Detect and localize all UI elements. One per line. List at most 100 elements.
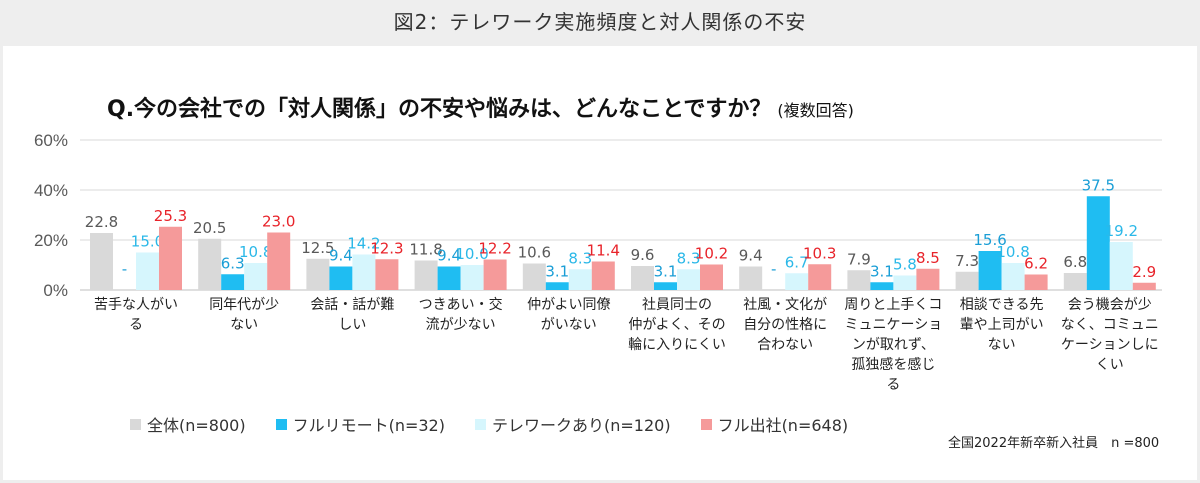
y-tick-label: 20% <box>34 231 68 250</box>
bar <box>1024 274 1048 290</box>
category-label: ミュニケーショ <box>845 317 943 333</box>
footnote: 全国2022年新卒新入社員 n =800 <box>948 436 1160 451</box>
legend-label: 全体(n=800) <box>147 416 246 435</box>
legend-item: テレワークあり(n=120) <box>474 412 671 436</box>
bar <box>545 282 569 290</box>
bar <box>522 263 546 290</box>
category-label: る <box>886 377 900 393</box>
data-label: - <box>122 260 127 278</box>
legend-item: 全体(n=800) <box>130 412 246 436</box>
bar <box>1086 196 1110 290</box>
data-label: 11.4 <box>587 242 620 260</box>
bar <box>739 266 763 290</box>
category-label: しい <box>338 317 366 333</box>
data-label: 19.2 <box>1105 222 1138 240</box>
legend: 全体(n=800) フルリモート(n=32) テレワークあり(n=120) フル出社(… <box>130 412 878 436</box>
bar <box>306 258 330 290</box>
bar <box>978 251 1002 290</box>
data-label: 15.6 <box>973 231 1006 249</box>
question-note: (複数回答) <box>777 101 854 120</box>
bar <box>352 254 376 290</box>
y-tick-label: 0% <box>43 281 68 300</box>
y-tick-label: 60% <box>34 131 68 150</box>
bar <box>267 232 291 290</box>
category-label: 輩や上司がい <box>960 317 1044 333</box>
category-label: 仲がよい同僚 <box>527 297 610 313</box>
bar <box>955 271 979 290</box>
data-label: 11.8 <box>409 241 442 259</box>
data-label: 5.8 <box>893 256 917 274</box>
legend-item: フルリモート(n=32) <box>275 412 445 436</box>
legend-swatch <box>474 418 486 430</box>
data-label: 3.1 <box>654 262 678 280</box>
category-label: 合わない <box>757 337 813 353</box>
data-label: 14.2 <box>347 235 380 253</box>
data-label: 8.3 <box>568 249 592 267</box>
category-label: ない <box>988 337 1016 353</box>
bar <box>568 269 592 290</box>
data-label: 6.8 <box>1063 253 1087 271</box>
bar <box>414 260 438 290</box>
legend-item: フル出社(n=648) <box>700 412 848 436</box>
data-label: 25.3 <box>154 207 187 225</box>
legend-swatch <box>130 418 141 430</box>
data-label: 8.3 <box>677 249 701 267</box>
bar <box>591 261 615 290</box>
bar <box>1109 242 1133 290</box>
data-label: 2.9 <box>1132 263 1156 281</box>
y-tick-label: 40% <box>34 181 68 200</box>
bar <box>654 282 677 290</box>
data-label: 10.8 <box>239 243 272 261</box>
bar <box>159 226 182 290</box>
data-label: 15.0 <box>131 233 164 251</box>
bar <box>870 282 894 290</box>
category-label: 会話・話が難 <box>310 296 394 313</box>
category-label: る <box>129 317 143 333</box>
bar <box>460 265 484 290</box>
bar <box>847 270 871 290</box>
category-label: 周りと上手くコ <box>844 297 942 313</box>
data-label: 10.6 <box>518 244 551 262</box>
bar <box>700 264 723 290</box>
data-label: 10.3 <box>803 244 836 262</box>
bar <box>221 274 245 290</box>
data-label: 12.5 <box>301 239 334 257</box>
category-label: 自分の性格に <box>743 317 827 333</box>
data-label: 10.0 <box>455 245 488 263</box>
data-label: 20.5 <box>193 219 226 237</box>
category-label: ケーションしに <box>1061 337 1159 353</box>
data-label: 7.3 <box>955 252 979 270</box>
category-label: 流が少ない <box>426 317 496 333</box>
bar <box>1001 263 1025 290</box>
category-label: くい <box>1096 357 1124 373</box>
category-label: ンが取れず、 <box>852 337 935 353</box>
bar <box>785 273 809 290</box>
legend-swatch <box>700 418 712 430</box>
bar <box>329 266 353 290</box>
data-label: 37.5 <box>1082 176 1115 194</box>
data-label: 10.8 <box>996 243 1029 261</box>
category-label: がいない <box>541 317 597 333</box>
category-label: つきあい・交 <box>419 296 503 313</box>
bar <box>437 266 461 290</box>
question-title: Q.今の会社での「対人関係」の不安や悩みは、どんなことですか？ (複数回答) <box>107 91 854 123</box>
bar <box>244 263 268 290</box>
data-label: 6.2 <box>1024 255 1048 273</box>
bar <box>916 268 940 290</box>
category-label: 会う機会が少 <box>1068 297 1152 313</box>
bar <box>1132 282 1156 290</box>
category-label: 社風・文化が <box>743 297 827 313</box>
data-label: 23.0 <box>262 213 295 231</box>
category-label: なく、コミュニ <box>1061 317 1159 333</box>
category-label: 苦手な人がい <box>94 297 178 313</box>
category-label: ない <box>230 317 258 333</box>
bar <box>90 233 113 290</box>
bar <box>631 266 654 290</box>
bar <box>198 238 222 290</box>
data-label: 6.7 <box>785 253 809 271</box>
bar <box>808 264 832 290</box>
data-label: 9.4 <box>437 247 461 265</box>
data-label: 9.4 <box>329 247 353 265</box>
bar <box>375 259 399 290</box>
